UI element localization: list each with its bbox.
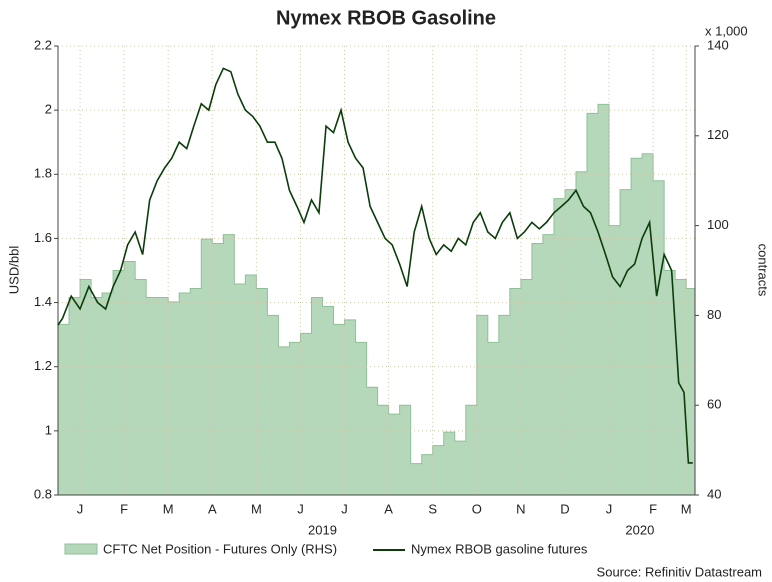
x-tick-label: A [384,501,393,516]
y-tick-label: 2.2 [34,37,52,52]
y-tick-label: 1.4 [34,294,52,309]
source: Source: Refinitiv Datastream [597,564,762,579]
y-tick-label: 1 [45,422,52,437]
legend-label: CFTC Net Position - Futures Only (RHS) [103,541,337,556]
x-tick-label: M [681,501,692,516]
legend-swatch [64,543,98,555]
x-tick-label: F [649,501,657,516]
x-tick-label: M [163,501,174,516]
y2-tick-label: 40 [707,486,721,501]
legend-label: Nymex RBOB gasoline futures [411,541,588,556]
x-tick-label: S [428,501,437,516]
y-tick-label: 1.8 [34,166,52,181]
y-tick-label: 0.8 [34,486,52,501]
x-tick-label: N [516,501,525,516]
x-tick-label: J [341,501,348,516]
y2-tick-label: 140 [707,37,729,52]
x-tick-label: M [251,501,262,516]
y2-tick-label: 100 [707,217,729,232]
x-tick-label: O [472,501,482,516]
y-axis-label: USD/bbl [6,246,21,295]
x-tick-label: J [606,501,613,516]
chart-title: Nymex RBOB Gasoline [276,7,496,29]
y2-unit: x 1,000 [705,23,748,38]
x-tick-label: J [297,501,304,516]
x-tick-label: A [208,501,217,516]
y-tick-label: 1.6 [34,230,52,245]
year-label: 2020 [625,522,654,537]
y2-axis-label: contracts [756,244,771,297]
x-tick-label: D [560,501,569,516]
y2-tick-label: 60 [707,397,721,412]
area [57,103,696,496]
y2-tick-label: 120 [707,127,729,142]
x-tick-label: F [120,501,128,516]
y2-tick-label: 80 [707,307,721,322]
line [57,67,693,464]
year-label: 2019 [308,522,337,537]
y-tick-label: 1.2 [34,358,52,373]
x-tick-label: J [77,501,84,516]
y-tick-label: 2 [45,102,52,117]
